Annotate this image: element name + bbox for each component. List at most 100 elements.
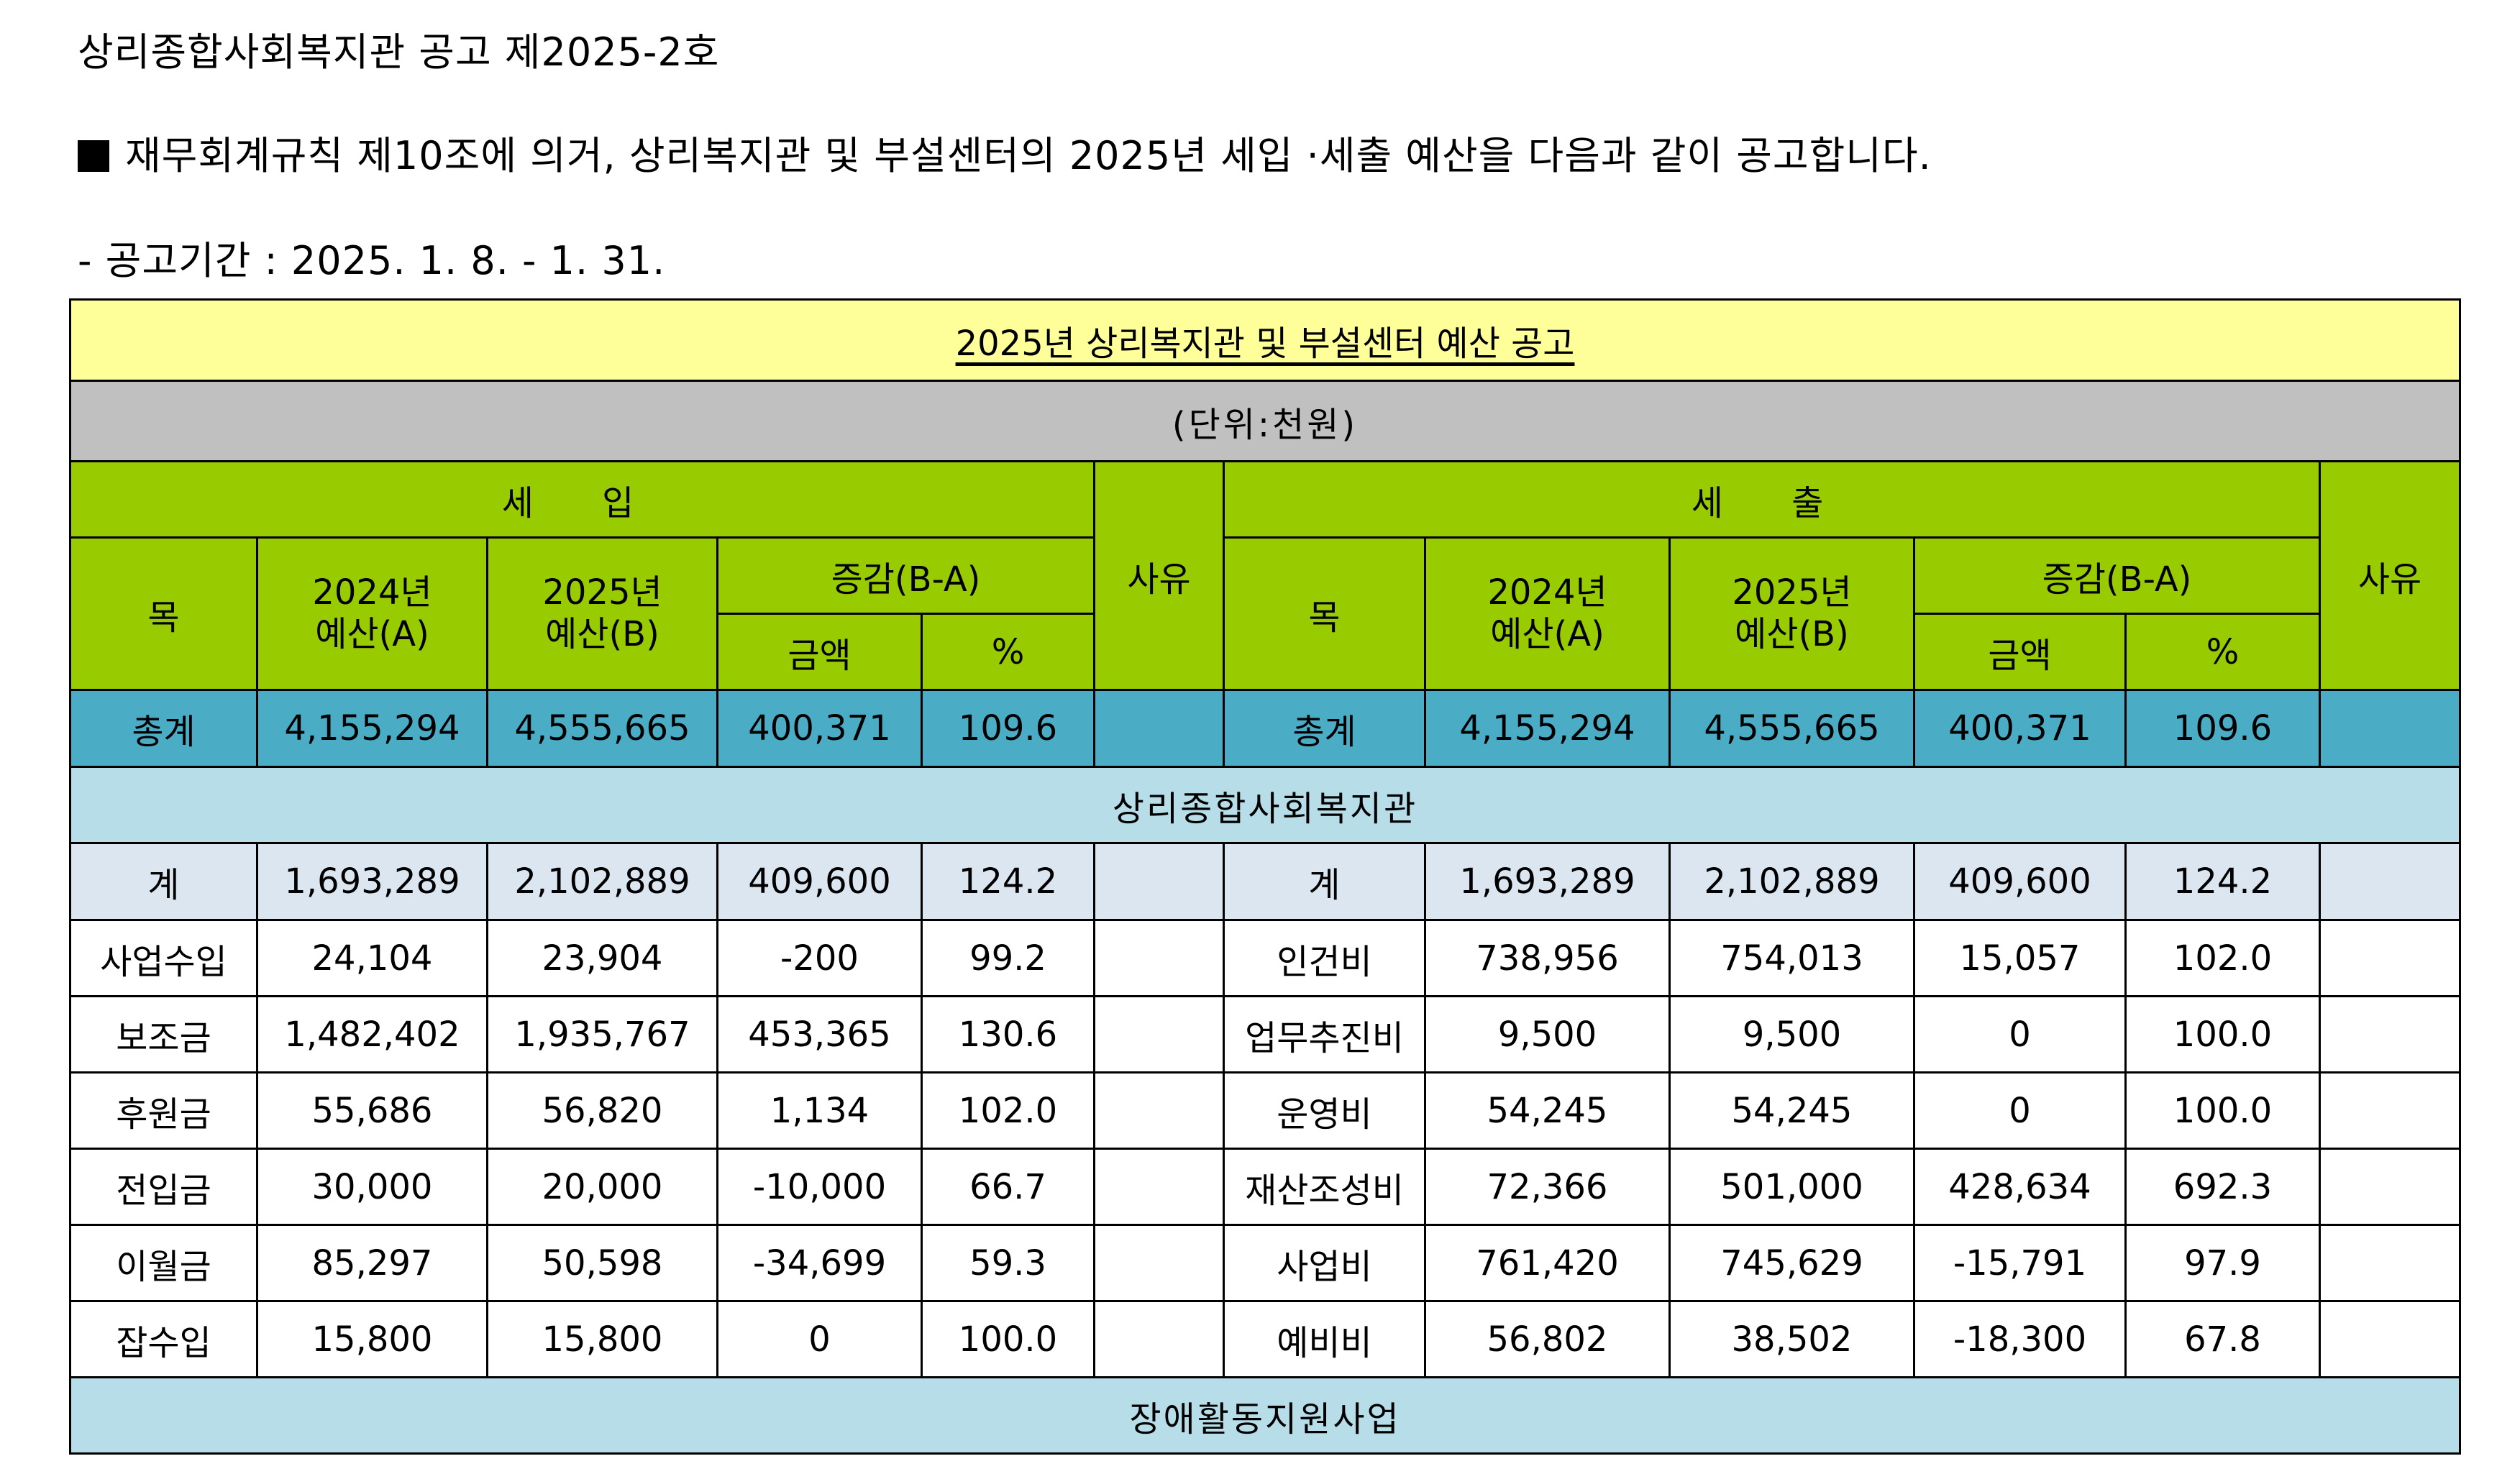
cell-percent: 102.0 [2124, 919, 2321, 997]
cell-reason [2318, 919, 2462, 997]
cell-reason [1093, 1300, 1225, 1378]
cell-percent: 59.3 [921, 1224, 1095, 1302]
notice-heading: 상리종합사회복지관 공고 제2025-2호 [78, 29, 720, 75]
cell-curr: 9,500 [1668, 995, 1915, 1074]
title-row: 2025년 상리복지관 및 부설센터 예산 공고 [68, 298, 2462, 382]
cell-reason [1093, 1148, 1225, 1226]
cell-amount: 409,600 [716, 842, 923, 921]
cell-curr: 50,598 [486, 1224, 718, 1302]
cell-item: 이월금 [69, 1224, 258, 1302]
expenditure-diff-header: 증감(B-A) [1913, 536, 2321, 615]
table-row: 잡수입 15,800 15,800 0 100.0 예비비 56,802 38,… [69, 1300, 2462, 1378]
cell-percent: 102.0 [921, 1071, 1095, 1150]
revenue-amount-header: 금액 [716, 613, 923, 691]
notice-period: - 공고기간 : 2025. 1. 8. - 1. 31. [78, 238, 666, 283]
cell-item: 보조금 [69, 995, 258, 1074]
cell-amount: 400,371 [1913, 689, 2127, 768]
cell-amount: -10,000 [716, 1148, 923, 1226]
expenditure-item-header: 목 [1223, 536, 1426, 691]
cell-amount: -200 [716, 919, 923, 997]
cell-item: 총계 [1223, 689, 1426, 768]
cell-prev: 54,245 [1424, 1071, 1671, 1150]
cell-prev: 85,297 [256, 1224, 488, 1302]
cell-item: 잡수입 [69, 1300, 258, 1378]
expenditure-percent-header: % [2124, 613, 2321, 691]
cell-prev: 761,420 [1424, 1224, 1671, 1302]
cell-prev: 55,686 [256, 1071, 488, 1150]
cell-percent: 124.2 [2124, 842, 2321, 921]
cell-prev: 4,155,294 [256, 689, 488, 768]
grand-total-row: 총계 4,155,294 4,555,665 400,371 109.6 총계 … [69, 689, 2462, 768]
cell-prev: 15,800 [256, 1300, 488, 1378]
cell-curr: 2,102,889 [486, 842, 718, 921]
cell-prev: 9,500 [1424, 995, 1671, 1074]
cell-prev: 72,366 [1424, 1148, 1671, 1226]
revenue-header: 세 입 [69, 460, 1095, 539]
cell-item: 사업비 [1223, 1224, 1426, 1302]
cell-prev: 1,482,402 [256, 995, 488, 1074]
cell-reason [2318, 1071, 2462, 1150]
table-row: 후원금 55,686 56,820 1,134 102.0 운영비 54,245… [69, 1071, 2462, 1150]
revenue-diff-header: 증감(B-A) [716, 536, 1095, 615]
cell-curr: 56,820 [486, 1071, 718, 1150]
notice-body: 재무회계규칙 제10조에 의거, 상리복지관 및 부설센터의 2025년 세입 … [78, 124, 1932, 180]
section-name: 상리종합사회복지관 [68, 766, 2462, 844]
section-name: 장애활동지원사업 [68, 1376, 2462, 1455]
table-row: 전입금 30,000 20,000 -10,000 66.7 재산조성비 72,… [69, 1148, 2462, 1226]
unit-row: (단위:천원) [68, 380, 2462, 462]
cell-reason [2318, 1300, 2462, 1378]
cell-percent: 97.9 [2124, 1224, 2321, 1302]
cell-reason [1093, 842, 1225, 921]
cell-curr: 745,629 [1668, 1224, 1915, 1302]
cell-percent: 66.7 [921, 1148, 1095, 1226]
budget-table: 2025년 상리복지관 및 부설센터 예산 공고 (단위:천원) 세 입 사유 … [68, 298, 2462, 1455]
cell-prev: 1,693,289 [1424, 842, 1671, 921]
cell-amount: 15,057 [1913, 919, 2127, 997]
cell-percent: 100.0 [2124, 1071, 2321, 1150]
cell-prev: 738,956 [1424, 919, 1671, 997]
cell-amount: 0 [1913, 995, 2127, 1074]
cell-prev: 4,155,294 [1424, 689, 1671, 768]
cell-amount: 1,134 [716, 1071, 923, 1150]
cell-amount: -18,300 [1913, 1300, 2127, 1378]
cell-percent: 130.6 [921, 995, 1095, 1074]
expenditure-amount-header: 금액 [1913, 613, 2127, 691]
cell-curr: 2,102,889 [1668, 842, 1915, 921]
cell-curr: 501,000 [1668, 1148, 1915, 1226]
cell-item: 운영비 [1223, 1071, 1426, 1150]
cell-item: 후원금 [69, 1071, 258, 1150]
section-header-row: 장애활동지원사업 [68, 1376, 2462, 1455]
cell-percent: 67.8 [2124, 1300, 2321, 1378]
cell-reason [1093, 919, 1225, 997]
revenue-percent-header: % [921, 613, 1095, 691]
cell-amount: 409,600 [1913, 842, 2127, 921]
table-row: 보조금 1,482,402 1,935,767 453,365 130.6 업무… [69, 995, 2462, 1074]
cell-prev: 30,000 [256, 1148, 488, 1226]
cell-item: 예비비 [1223, 1300, 1426, 1378]
cell-percent: 124.2 [921, 842, 1095, 921]
table-row: 사업수입 24,104 23,904 -200 99.2 인건비 738,956… [69, 919, 2462, 997]
cell-percent: 100.0 [921, 1300, 1095, 1378]
cell-percent: 109.6 [2124, 689, 2321, 768]
cell-amount: -34,699 [716, 1224, 923, 1302]
cell-percent: 99.2 [921, 919, 1095, 997]
cell-item: 인건비 [1223, 919, 1426, 997]
cell-percent: 692.3 [2124, 1148, 2321, 1226]
cell-item: 전입금 [69, 1148, 258, 1226]
table-title: 2025년 상리복지관 및 부설센터 예산 공고 [955, 324, 1575, 364]
revenue-prev-header: 2024년 예산(A) [256, 536, 488, 691]
expenditure-reason-header: 사유 [2318, 460, 2462, 691]
cell-curr: 20,000 [486, 1148, 718, 1226]
section-header-row: 상리종합사회복지관 [68, 766, 2462, 844]
cell-prev: 56,802 [1424, 1300, 1671, 1378]
cell-curr: 23,904 [486, 919, 718, 997]
cell-curr: 4,555,665 [1668, 689, 1915, 768]
cell-reason [2318, 689, 2462, 768]
cell-item: 재산조성비 [1223, 1148, 1426, 1226]
header-row-2: 목 2024년 예산(A) 2025년 예산(B) 증감(B-A) 목 2024… [69, 536, 2460, 691]
cell-curr: 4,555,665 [486, 689, 718, 768]
notice-body-text: 재무회계규칙 제10조에 의거, 상리복지관 및 부설센터의 2025년 세입 … [125, 133, 1932, 178]
cell-reason [2318, 1148, 2462, 1226]
cell-amount: 400,371 [716, 689, 923, 768]
cell-reason [2318, 842, 2462, 921]
